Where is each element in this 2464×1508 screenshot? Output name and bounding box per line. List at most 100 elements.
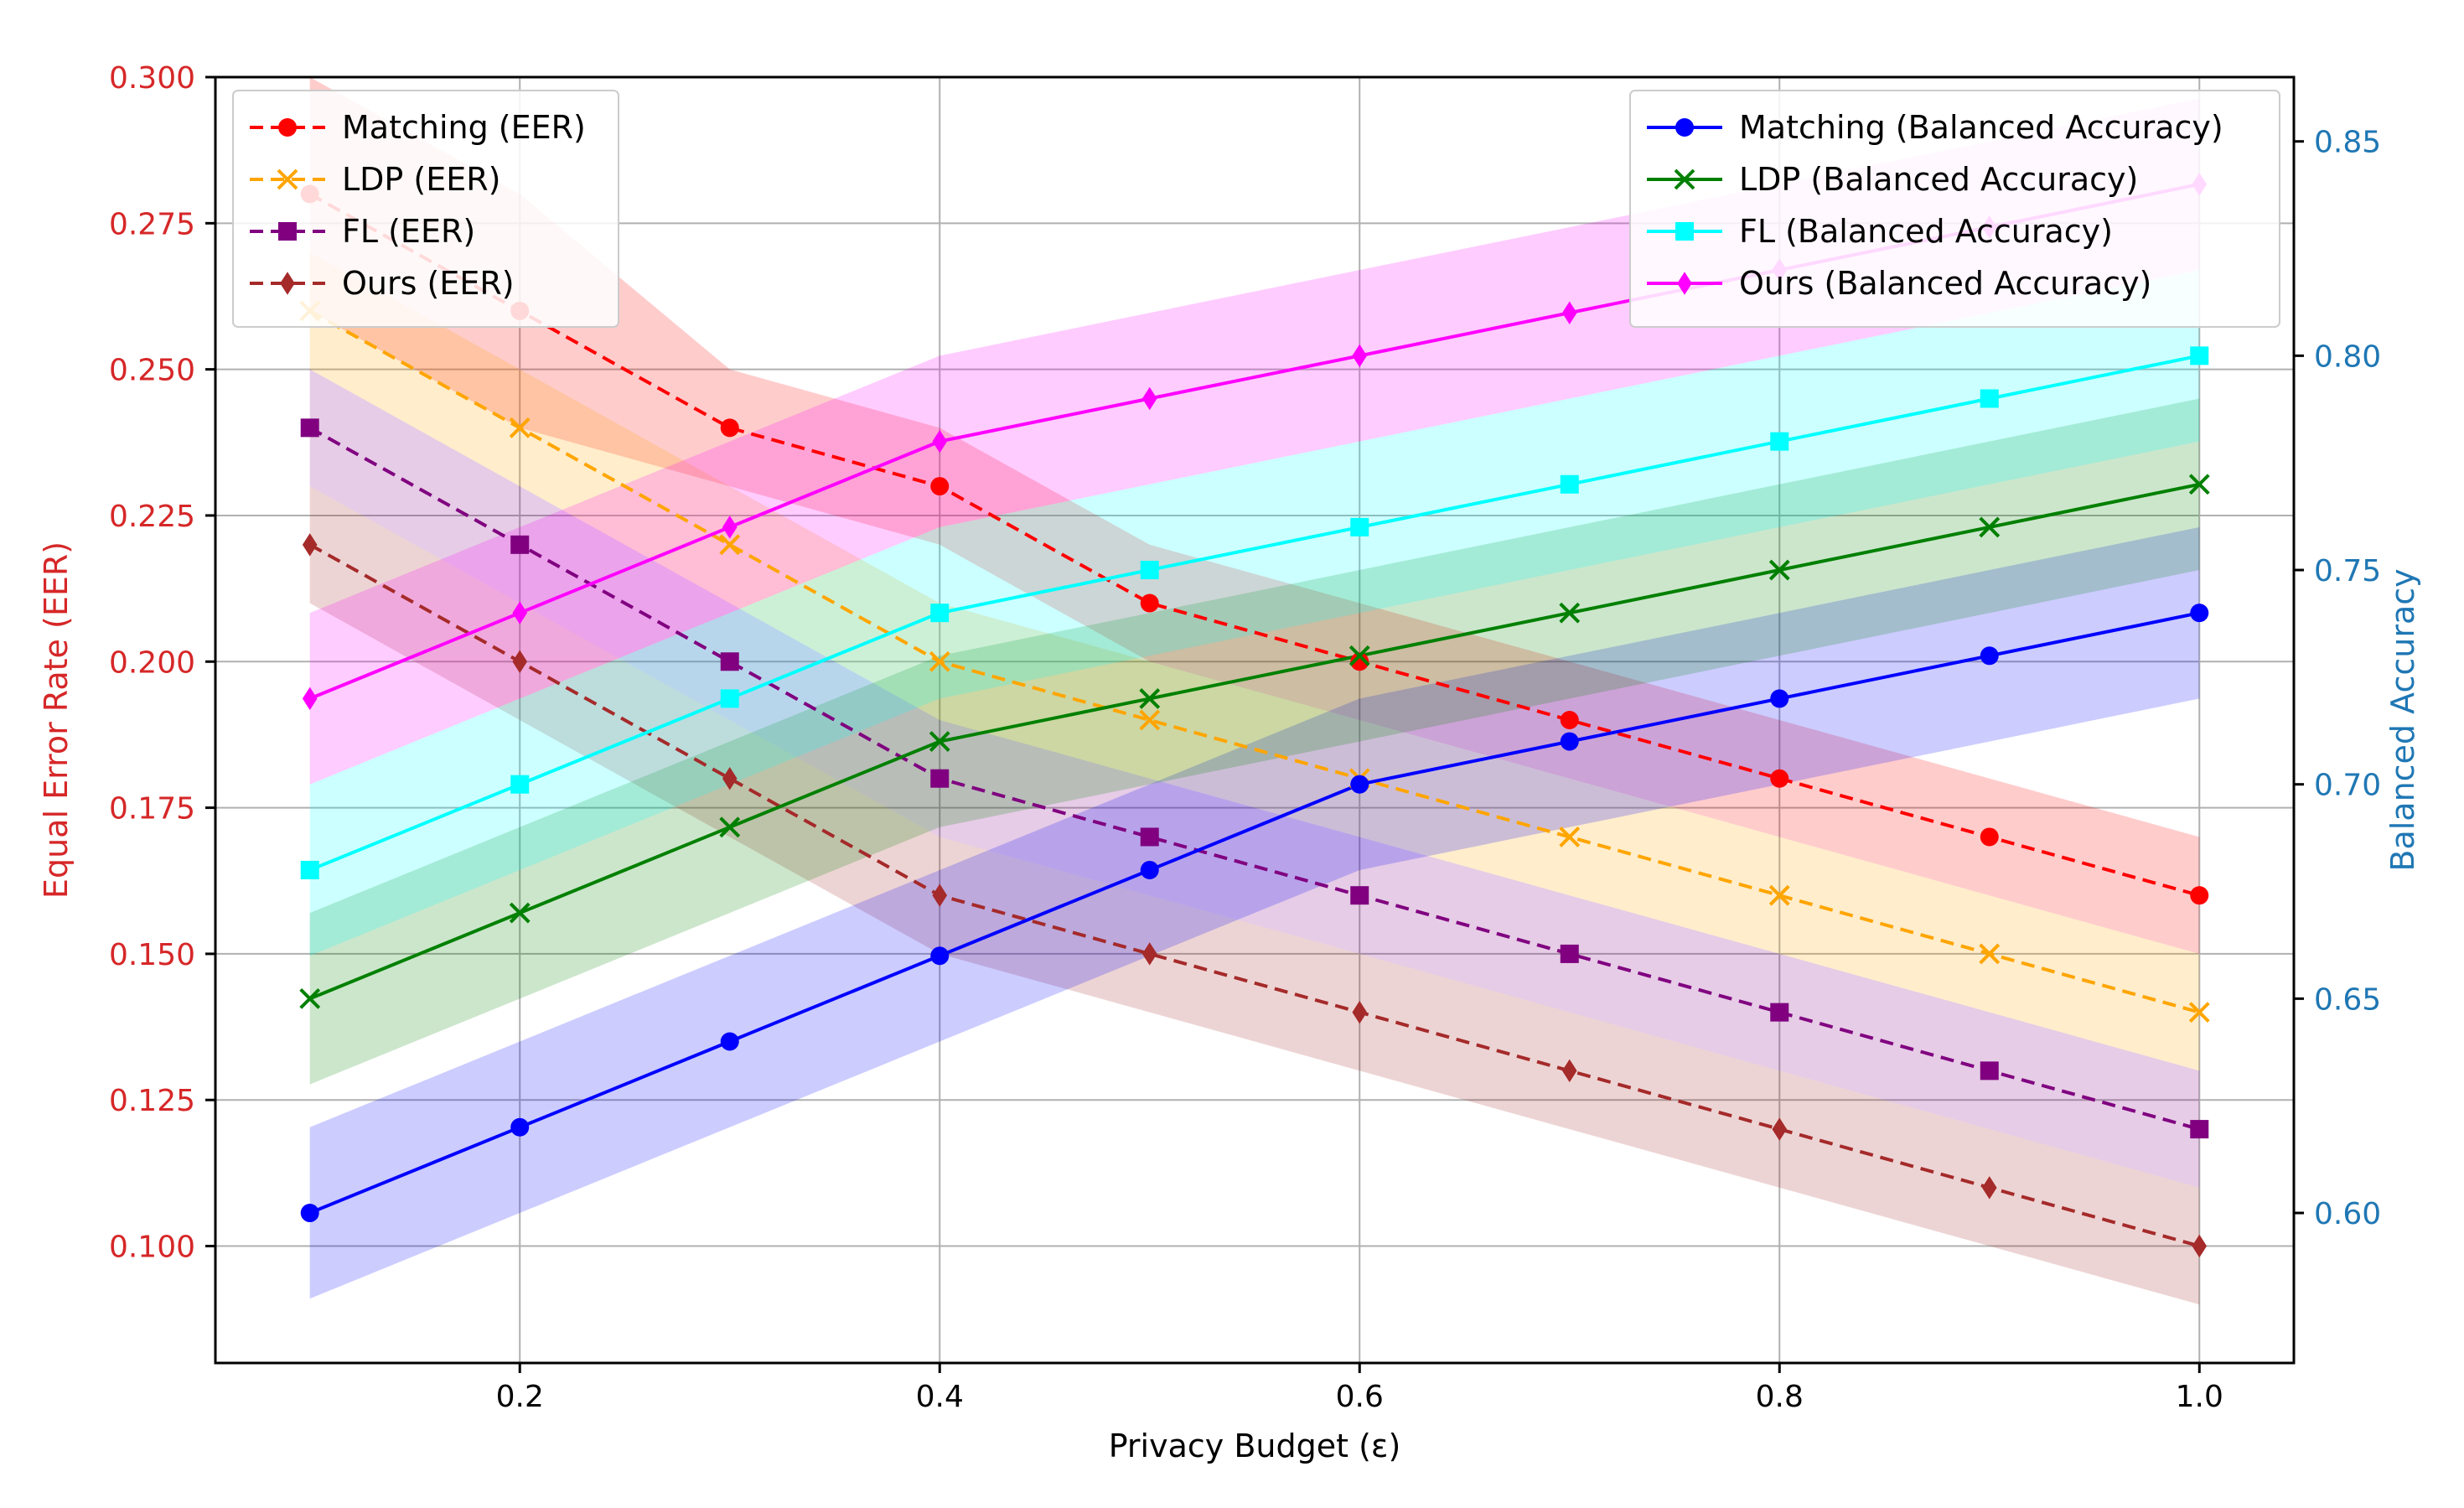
accuracy-legend-swatch-marker-stroke-b: [1674, 168, 1695, 190]
eer-series-2-point: [2190, 1120, 2209, 1139]
eer-series-0-line: [308, 192, 2200, 898]
accuracy-series-1-point-stroke-b: [719, 816, 741, 838]
eer-series-1-point: [1768, 884, 1790, 906]
accuracy-series-3-point: [722, 516, 738, 539]
y-tick-label-left: 0.200: [109, 645, 195, 680]
accuracy-series-1-point-stroke-b: [1979, 516, 2001, 538]
eer-legend-swatch-marker: [278, 222, 297, 241]
accuracy-series-1-line: [308, 482, 2200, 1001]
accuracy-series-1-point: [1768, 559, 1790, 581]
accuracy-legend-label: FL (Balanced Accuracy): [1739, 213, 2113, 250]
eer-series-1-point-stroke-b: [1139, 709, 1161, 731]
eer-series-0-point: [2190, 886, 2209, 905]
y-tick-label-left: 0.225: [109, 500, 195, 534]
accuracy-series-1-point-stroke-b: [509, 902, 531, 924]
y-tick-label-right: 0.85: [2314, 126, 2381, 160]
eer-series-3-point: [512, 650, 528, 674]
eer-series-3-point: [1141, 942, 1157, 966]
eer-series-3-point: [722, 766, 738, 790]
eer-series-2-point: [1980, 1061, 1999, 1080]
accuracy-legend-swatch-marker: [1675, 222, 1694, 241]
y-tick-label-left: 0.150: [109, 938, 195, 972]
eer-legend-swatch-marker: [277, 168, 298, 190]
x-tick-label: 0.4: [916, 1380, 964, 1414]
eer-series-1-point: [929, 650, 950, 672]
accuracy-series-1-point-stroke-b: [1139, 688, 1161, 709]
accuracy-series-3-point: [1561, 301, 1577, 324]
eer-series-1-line: [308, 309, 2200, 1014]
eer-series-1-point-stroke-b: [929, 650, 950, 672]
accuracy-series-2-point: [1140, 561, 1159, 580]
legend-right: Matching (Balanced Accuracy) LDP (Balance…: [1629, 90, 2280, 328]
accuracy-series-0-point: [1770, 689, 1789, 708]
y-tick-label-right: 0.65: [2314, 982, 2381, 1017]
accuracy-series-3-point: [512, 601, 528, 624]
accuracy-series-0-point: [300, 1204, 319, 1223]
eer-series-1-point-stroke-b: [1559, 827, 1581, 847]
accuracy-series-2-point: [510, 775, 530, 794]
accuracy-series-1-point-stroke-b: [929, 731, 950, 752]
accuracy-series-3-point: [1352, 344, 1368, 368]
eer-legend-box: [232, 90, 619, 328]
eer-series-1-point: [719, 534, 741, 556]
accuracy-series-2-point: [300, 860, 319, 879]
eer-series-2-point: [930, 769, 950, 788]
eer-series-3-point: [302, 533, 318, 557]
accuracy-series-0-point: [930, 946, 950, 966]
accuracy-series-1-point-stroke-b: [2188, 474, 2210, 495]
y-tick-label-left: 0.100: [109, 1231, 195, 1265]
eer-legend-label: Matching (EER): [342, 109, 586, 146]
accuracy-series-3-point: [932, 429, 948, 453]
accuracy-legend-label: Matching (Balanced Accuracy): [1739, 109, 2223, 146]
eer-legend-label: FL (EER): [342, 213, 475, 250]
accuracy-legend-swatch-marker: [1674, 168, 1695, 190]
accuracy-series-1-point: [299, 987, 321, 1009]
eer-series-0-point: [1560, 711, 1579, 729]
x-axis-label: Privacy Budget (ε): [1109, 1428, 1401, 1464]
accuracy-series-2-point: [1350, 517, 1369, 536]
y-tick-label-right: 0.70: [2314, 769, 2381, 803]
eer-legend-swatch-marker: [278, 118, 297, 137]
eer-series-2-point: [1560, 944, 1579, 963]
y-tick-label-left: 0.300: [109, 61, 195, 96]
accuracy-legend-box: [1629, 90, 2280, 328]
accuracy-series-0-point: [1140, 860, 1159, 879]
accuracy-series-3-point: [302, 687, 318, 711]
y-tick-label-left: 0.275: [109, 207, 195, 241]
y-tick-label-right: 0.80: [2314, 339, 2381, 374]
accuracy-series-1-point: [1348, 645, 1370, 666]
y-tick-label-right: 0.60: [2314, 1197, 2381, 1231]
x-tick-label: 0.2: [496, 1380, 544, 1414]
accuracy-series-2-line: [308, 354, 2200, 872]
accuracy-series-0-point: [1350, 775, 1369, 794]
eer-series-1-point: [509, 417, 531, 438]
y-tick-label-left: 0.250: [109, 354, 195, 388]
y-axis-label-right: Balanced Accuracy: [2384, 568, 2421, 871]
accuracy-series-1-point-stroke-b: [1768, 559, 1790, 581]
eer-series-2-point: [300, 418, 319, 438]
eer-series-2-line: [308, 426, 2200, 1132]
accuracy-series-1-point-stroke-b: [1559, 602, 1581, 624]
legend-left: Matching (EER) LDP (EER) FL (EER) Ours (EER…: [232, 90, 619, 328]
y-tick-label-left: 0.125: [109, 1084, 195, 1118]
accuracy-series-0-point: [2190, 604, 2209, 623]
eer-legend-swatch-marker: [280, 272, 295, 295]
eer-series-1-point: [1559, 827, 1581, 847]
eer-series-0-point: [1980, 827, 1999, 847]
accuracy-series-1-point: [1979, 516, 2001, 538]
accuracy-series-0-point: [1980, 646, 1999, 666]
accuracy-series-1-point: [509, 902, 531, 924]
accuracy-series-1-band: [309, 398, 2200, 1085]
eer-series-1-point: [2188, 1002, 2210, 1023]
eer-legend-label: Ours (EER): [342, 265, 515, 302]
accuracy-series-0-point: [510, 1117, 530, 1137]
eer-series-0-point: [1350, 652, 1369, 671]
accuracy-legend-swatch-marker: [1677, 272, 1692, 295]
eer-series-0-point: [930, 477, 950, 496]
accuracy-series-1-point: [1559, 602, 1581, 624]
accuracy-series-2-point: [1980, 389, 1999, 408]
x-tick-label: 0.6: [1336, 1380, 1384, 1414]
eer-series-0-point: [1770, 769, 1789, 788]
accuracy-series-1-point: [929, 731, 950, 752]
